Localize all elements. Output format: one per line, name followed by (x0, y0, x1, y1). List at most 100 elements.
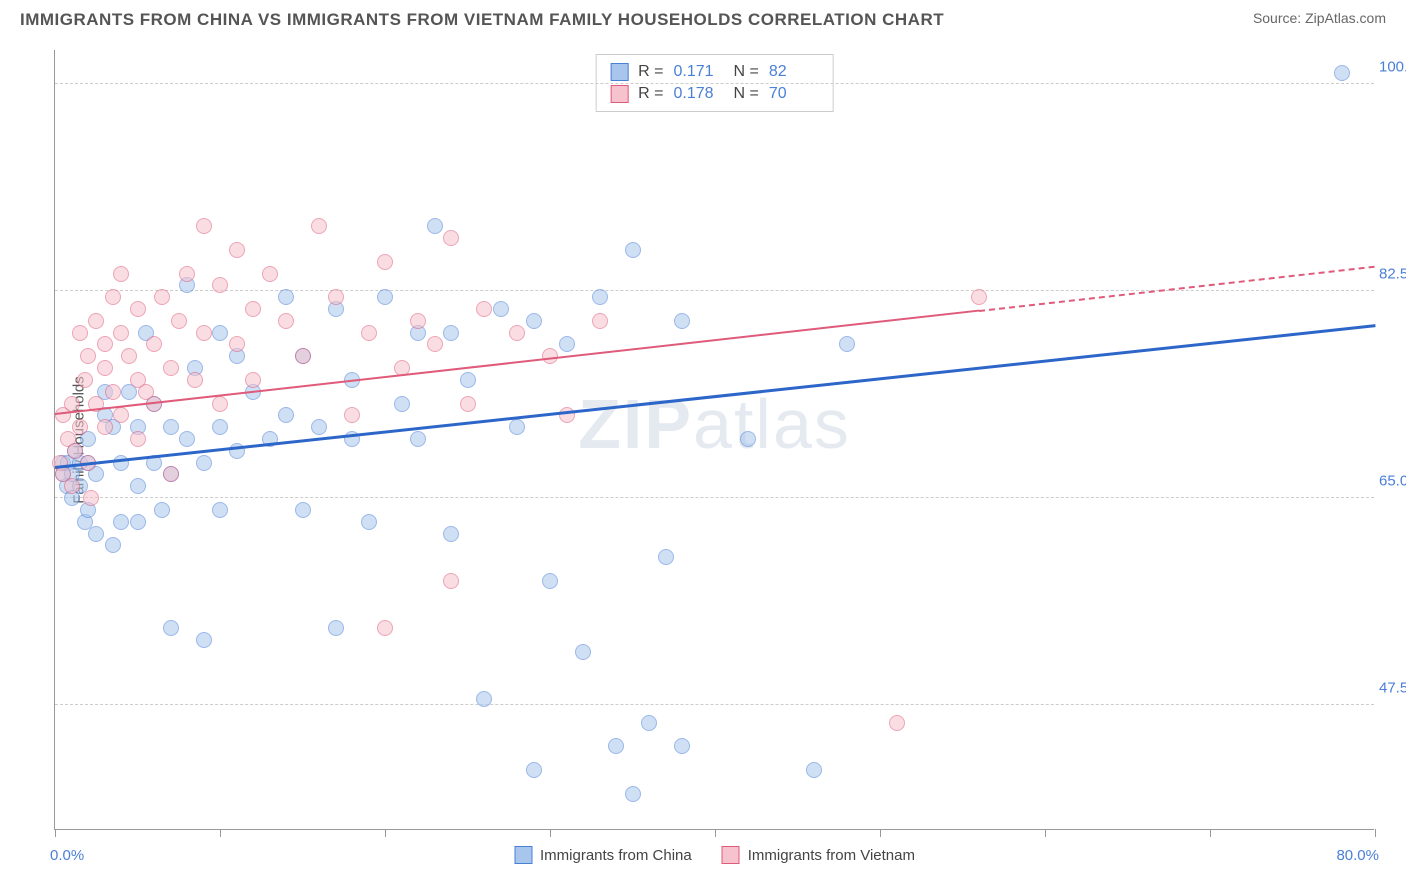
data-point (806, 762, 822, 778)
data-point (344, 407, 360, 423)
y-tick-label: 82.5% (1379, 266, 1406, 283)
data-point (361, 325, 377, 341)
data-point (130, 514, 146, 530)
data-point (509, 325, 525, 341)
source-prefix: Source: (1253, 10, 1305, 26)
data-point (229, 242, 245, 258)
trend-line-dashed (979, 266, 1375, 312)
data-point (113, 407, 129, 423)
source-attribution: Source: ZipAtlas.com (1253, 10, 1386, 26)
data-point (179, 266, 195, 282)
data-point (443, 230, 459, 246)
data-point (97, 360, 113, 376)
data-point (410, 431, 426, 447)
data-point (740, 431, 756, 447)
data-point (212, 502, 228, 518)
stats-row: R =0.171N =82 (610, 61, 819, 83)
data-point (196, 632, 212, 648)
data-point (377, 289, 393, 305)
data-point (1334, 65, 1350, 81)
data-point (443, 573, 459, 589)
data-point (971, 289, 987, 305)
data-point (328, 620, 344, 636)
data-point (394, 396, 410, 412)
data-point (97, 419, 113, 435)
data-point (410, 313, 426, 329)
data-point (278, 407, 294, 423)
data-point (377, 254, 393, 270)
gridline (55, 704, 1374, 705)
legend-item: Immigrants from China (514, 846, 692, 864)
x-tick (715, 829, 716, 837)
data-point (542, 573, 558, 589)
legend-label: Immigrants from China (540, 847, 692, 864)
data-point (674, 313, 690, 329)
data-point (526, 762, 542, 778)
x-tick (220, 829, 221, 837)
data-point (295, 348, 311, 364)
n-value: 70 (769, 85, 819, 103)
x-tick (880, 829, 881, 837)
legend-swatch (722, 846, 740, 864)
data-point (113, 266, 129, 282)
data-point (67, 443, 83, 459)
chart-header: IMMIGRANTS FROM CHINA VS IMMIGRANTS FROM… (0, 0, 1406, 35)
data-point (113, 514, 129, 530)
data-point (229, 336, 245, 352)
x-tick (550, 829, 551, 837)
data-point (493, 301, 509, 317)
data-point (295, 502, 311, 518)
gridline (55, 497, 1374, 498)
data-point (130, 431, 146, 447)
data-point (245, 301, 261, 317)
n-label: N = (734, 63, 759, 81)
x-tick (1375, 829, 1376, 837)
data-point (196, 218, 212, 234)
data-point (88, 313, 104, 329)
legend-swatch (514, 846, 532, 864)
data-point (88, 526, 104, 542)
data-point (212, 396, 228, 412)
legend-item: Immigrants from Vietnam (722, 846, 915, 864)
data-point (476, 301, 492, 317)
x-axis-min-label: 0.0% (50, 847, 84, 864)
data-point (163, 419, 179, 435)
data-point (509, 419, 525, 435)
data-point (427, 218, 443, 234)
data-point (130, 301, 146, 317)
data-point (476, 691, 492, 707)
data-point (163, 466, 179, 482)
scatter-chart: Family Households ZIPatlas R =0.171N =82… (54, 50, 1374, 830)
data-point (889, 715, 905, 731)
legend-bottom: Immigrants from China Immigrants from Vie… (514, 846, 915, 864)
legend-label: Immigrants from Vietnam (748, 847, 915, 864)
y-tick-label: 47.5% (1379, 679, 1406, 696)
gridline (55, 83, 1374, 84)
data-point (625, 242, 641, 258)
data-point (196, 325, 212, 341)
data-point (278, 289, 294, 305)
data-point (592, 313, 608, 329)
data-point (559, 336, 575, 352)
r-value: 0.178 (674, 85, 724, 103)
data-point (361, 514, 377, 530)
x-tick (385, 829, 386, 837)
data-point (179, 431, 195, 447)
data-point (443, 526, 459, 542)
data-point (641, 715, 657, 731)
data-point (72, 419, 88, 435)
data-point (77, 372, 93, 388)
x-tick (1210, 829, 1211, 837)
x-tick (1045, 829, 1046, 837)
data-point (163, 620, 179, 636)
data-point (64, 478, 80, 494)
series-swatch (610, 85, 628, 103)
data-point (262, 266, 278, 282)
stats-row: R =0.178N =70 (610, 83, 819, 105)
data-point (105, 384, 121, 400)
data-point (839, 336, 855, 352)
data-point (97, 336, 113, 352)
data-point (658, 549, 674, 565)
data-point (196, 455, 212, 471)
chart-title: IMMIGRANTS FROM CHINA VS IMMIGRANTS FROM… (20, 10, 944, 30)
